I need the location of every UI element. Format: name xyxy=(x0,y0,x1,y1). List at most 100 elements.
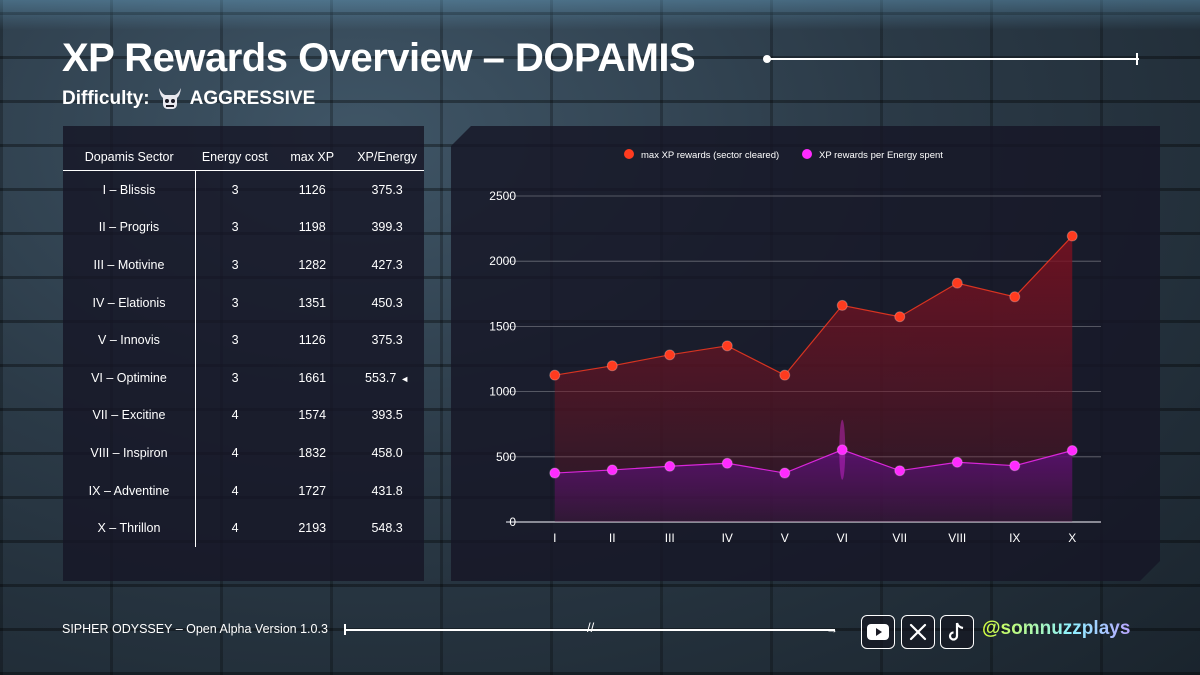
footer-line-tick xyxy=(344,624,346,635)
data-point-series1-VIII xyxy=(952,278,962,288)
demon-skull-icon xyxy=(156,86,184,112)
y-tick-label: 2000 xyxy=(489,254,516,268)
legend-marker-1 xyxy=(624,149,634,159)
data-point-series2-VI xyxy=(837,445,847,455)
data-point-series2-II xyxy=(607,465,617,475)
youtube-icon[interactable] xyxy=(861,615,895,649)
cell-max-xp: 1351 xyxy=(274,284,350,322)
cell-max-xp: 1574 xyxy=(274,397,350,435)
title-line-tick xyxy=(1136,53,1138,65)
cell-sector: VIII – Inspiron xyxy=(63,434,196,472)
cell-max-xp: 1282 xyxy=(274,246,350,284)
cell-sector: V – Innovis xyxy=(63,321,196,359)
page-title: XP Rewards Overview – DOPAMIS xyxy=(62,36,696,80)
table-row: V – Innovis 3 1126 375.3 xyxy=(63,321,424,359)
tiktok-icon[interactable] xyxy=(940,615,974,649)
chart-panel: 0 500 1000 1500 2000 2500 I II III IV V VI VII VIII IX… xyxy=(451,126,1160,581)
cell-xp-per-energy: 375.3 xyxy=(350,171,424,209)
table-row: VIII – Inspiron 4 1832 458.0 xyxy=(63,434,424,472)
legend-label-2: XP rewards per Energy spent xyxy=(819,150,943,161)
x-tick-label: III xyxy=(665,531,675,545)
cell-xp-per-energy-text: 458.0 xyxy=(371,445,403,460)
cell-energy-cost: 4 xyxy=(195,472,274,510)
table-row: III – Motivine 3 1282 427.3 xyxy=(63,246,424,284)
cell-sector-text: X – Thrillon xyxy=(97,521,161,536)
column-header-energy: Energy cost xyxy=(195,144,275,171)
cell-xp-per-energy: 399.3 xyxy=(350,209,424,247)
cell-energy-cost: 4 xyxy=(195,397,274,435)
cell-max-xp-text: 1198 xyxy=(298,220,326,235)
data-point-series2-IX xyxy=(1010,461,1020,471)
cell-xp-per-energy: 431.8 xyxy=(350,472,424,510)
cell-sector-text: IX – Adventine xyxy=(88,483,170,498)
data-point-series2-VIII xyxy=(952,457,962,467)
y-tick-label: 1000 xyxy=(489,385,516,399)
table-row: IV – Elationis 3 1351 450.3 xyxy=(63,283,424,322)
y-tick-label: 1500 xyxy=(489,319,516,333)
table-row: X – Thrillon 4 2193 548.3 xyxy=(63,509,424,547)
x-tick-label: VII xyxy=(892,531,907,545)
cell-sector-text: III – Motivine xyxy=(93,257,165,272)
cell-energy-cost-text: 4 xyxy=(231,445,239,460)
footer-arrow: → xyxy=(826,622,838,636)
cell-xp-per-energy-text: 553.7 xyxy=(365,370,397,385)
cell-sector: IX – Adventine xyxy=(63,471,196,510)
cell-max-xp: 1198 xyxy=(274,209,350,247)
cell-energy-cost: 3 xyxy=(195,171,274,209)
difficulty-value: AGGRESSIVE xyxy=(189,88,316,109)
cell-sector: VII – Excitine xyxy=(63,396,196,435)
cell-xp-per-energy-text: 375.3 xyxy=(371,182,403,197)
series-line-1 xyxy=(555,236,1073,375)
sector-table-panel: Dopamis Sector Energy cost max XP XP/Ene… xyxy=(63,126,424,581)
cell-energy-cost-text: 4 xyxy=(231,483,239,498)
highlight-marker: ◄ xyxy=(400,373,410,384)
data-point-series2-IV xyxy=(722,458,732,468)
cell-max-xp: 2193 xyxy=(274,509,350,547)
series-area-1 xyxy=(555,236,1073,522)
cell-max-xp-text: 1832 xyxy=(298,445,327,460)
cell-sector-text: VII – Excitine xyxy=(92,408,166,423)
cell-energy-cost: 3 xyxy=(195,246,274,284)
x-icon[interactable] xyxy=(901,615,935,649)
difficulty-row: Difficulty: AGGRESSIVE xyxy=(62,86,315,112)
cell-xp-per-energy: 553.7 ◄ xyxy=(350,359,424,397)
data-point-series2-V xyxy=(780,468,790,478)
cell-max-xp: 1126 xyxy=(274,171,350,209)
social-handle[interactable]: @somnuzzplays xyxy=(982,618,1131,639)
cell-max-xp-text: 1126 xyxy=(298,333,326,348)
data-point-series2-X xyxy=(1067,446,1077,456)
cell-sector-text: VI – Optimine xyxy=(91,370,167,385)
cell-energy-cost-text: 3 xyxy=(231,295,239,310)
xp-table: Dopamis Sector Energy cost max XP XP/Ene… xyxy=(63,144,424,547)
column-header-sector: Dopamis Sector xyxy=(63,144,196,171)
data-point-series1-IV xyxy=(722,341,732,351)
data-point-series2-I xyxy=(550,468,560,478)
y-tick-label: 0 xyxy=(509,515,516,529)
cell-sector-text: II – Progris xyxy=(98,220,160,235)
cell-max-xp-text: 1727 xyxy=(298,483,327,498)
game-version-label: SIPHER ODYSSEY – Open Alpha Version 1.0.… xyxy=(62,622,328,636)
x-tick-label: II xyxy=(609,531,616,545)
cell-energy-cost: 3 xyxy=(195,284,274,322)
cell-sector: X – Thrillon xyxy=(63,509,196,547)
y-tick-label: 2500 xyxy=(489,189,516,203)
table-body: I – Blissis 3 1126 375.3 II – Progris 3 1198 39… xyxy=(63,170,424,547)
cell-xp-per-energy-text: 399.3 xyxy=(371,220,403,235)
data-point-series2-III xyxy=(665,461,675,471)
cell-sector-text: I – Blissis xyxy=(102,182,156,197)
cell-xp-per-energy: 427.3 xyxy=(350,246,424,284)
cell-sector: III – Motivine xyxy=(63,246,196,284)
data-point-series1-II xyxy=(607,361,617,371)
cell-sector-text: V – Innovis xyxy=(98,333,160,348)
cell-max-xp-text: 1574 xyxy=(298,408,327,423)
cell-energy-cost-text: 3 xyxy=(231,370,239,385)
cell-max-xp-text: 1126 xyxy=(298,182,326,197)
cell-energy-cost: 4 xyxy=(195,509,274,547)
cell-xp-per-energy: 458.0 xyxy=(350,434,424,472)
table-row: VI – Optimine 3 1661 553.7 ◄ xyxy=(63,358,424,397)
cell-energy-cost-text: 4 xyxy=(231,408,239,423)
cell-xp-per-energy-text: 375.3 xyxy=(371,333,403,348)
legend-label-1: max XP rewards (sector cleared) xyxy=(641,150,779,161)
cell-energy-cost-text: 3 xyxy=(231,257,239,272)
